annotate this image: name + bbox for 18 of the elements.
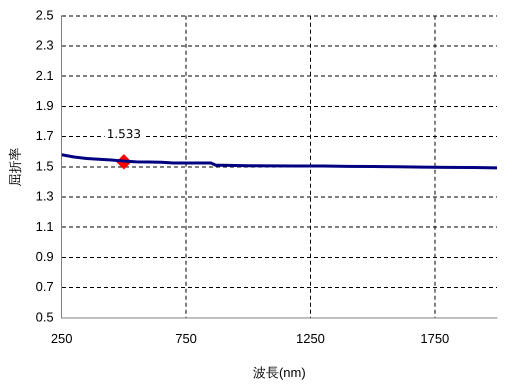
y-tick-label: 1.5: [36, 158, 54, 174]
y-tick-label: 1.7: [36, 128, 54, 144]
x-tick-label: 1250: [296, 331, 325, 346]
y-tick-label: 2.5: [36, 7, 54, 22]
y-tick-label: 0.7: [36, 279, 54, 294]
x-tick-label: 750: [175, 331, 197, 346]
y-tick-label: 0.5: [36, 309, 54, 324]
data-label: 1.533: [106, 126, 142, 141]
y-tick-label: 2.1: [36, 68, 54, 83]
x-tick-label: 250: [50, 331, 73, 346]
y-tick-label: 0.9: [36, 248, 54, 264]
x-tick-label: 1750: [420, 331, 450, 346]
y-tick-label: 1.1: [36, 218, 54, 234]
y-tick-label: 1.9: [36, 98, 54, 113]
y-axis-title: 屈折率: [7, 147, 22, 186]
x-axis-title: 波長(nm): [252, 364, 306, 380]
y-tick-label: 1.3: [36, 188, 54, 204]
y-tick-label: 2.3: [36, 38, 54, 53]
